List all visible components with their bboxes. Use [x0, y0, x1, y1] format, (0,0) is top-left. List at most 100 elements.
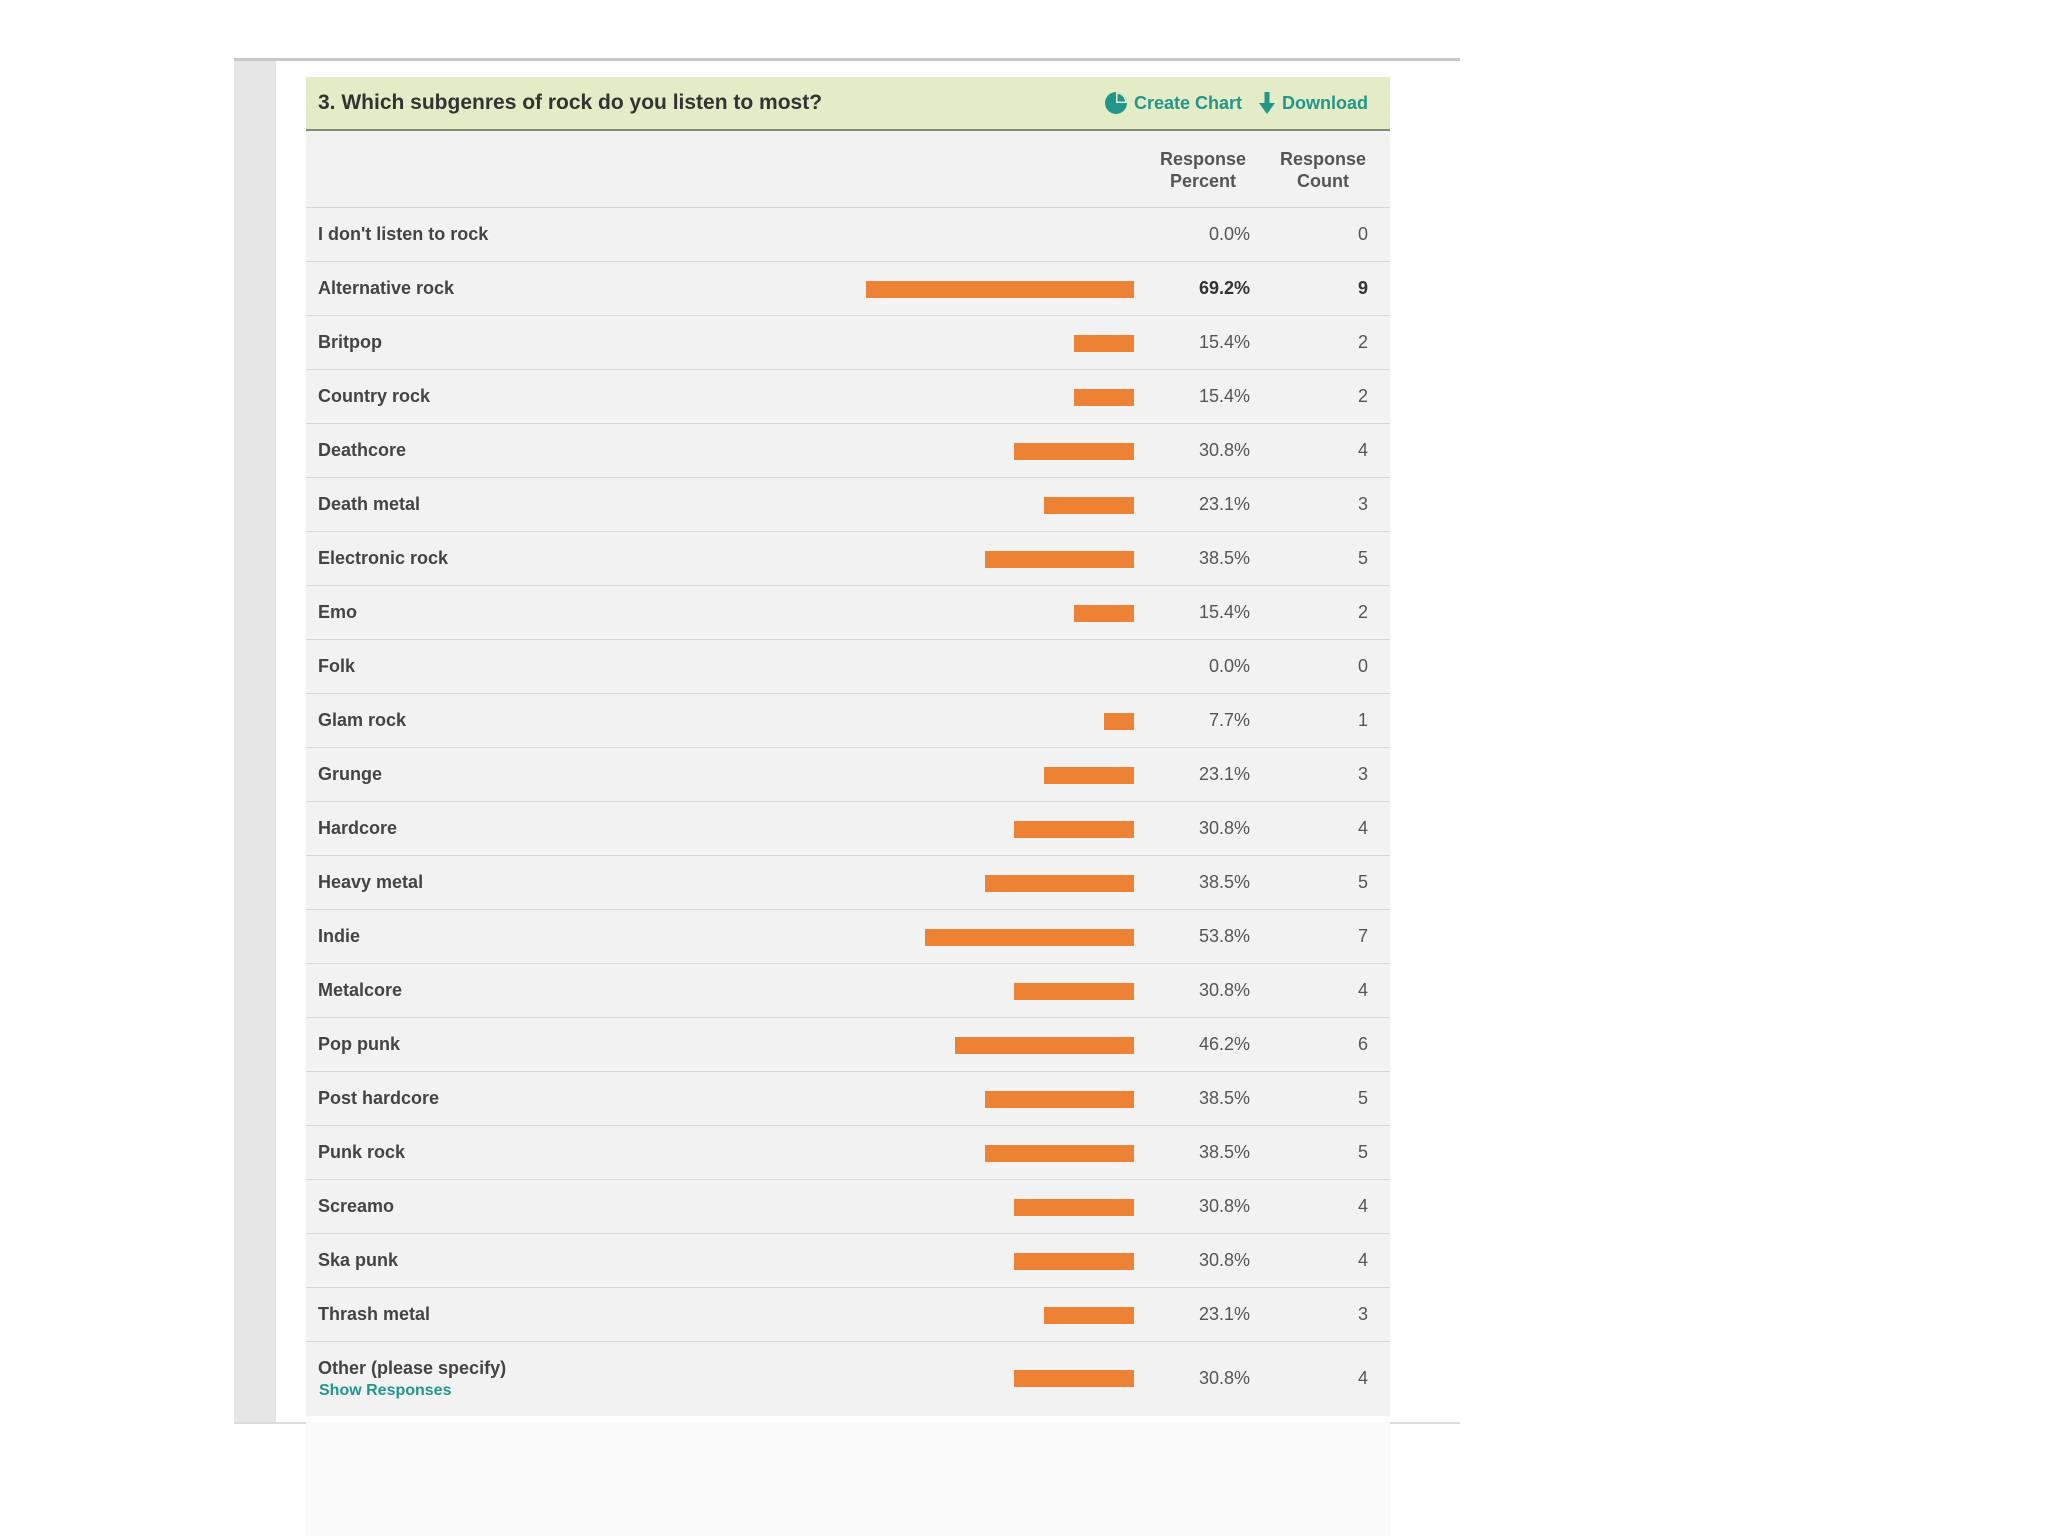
response-percent: 46.2%	[1198, 1034, 1250, 1054]
response-count: 3	[1357, 764, 1368, 784]
response-percent: 38.5%	[1198, 1088, 1250, 1108]
download-button[interactable]: Download	[1258, 91, 1368, 115]
table-row: Alternative rock 69.2% 9	[306, 262, 1390, 316]
response-percent: 69.2%	[1198, 278, 1250, 298]
response-count: 4	[1357, 1196, 1368, 1216]
table-row: Electronic rock 38.5% 5	[306, 532, 1390, 586]
table-row: Thrash metal 23.1% 3	[306, 1288, 1390, 1342]
response-bar	[1104, 713, 1134, 730]
table-row: Ska punk 30.8% 4	[306, 1234, 1390, 1288]
response-bar	[1074, 335, 1134, 352]
response-bar	[1074, 605, 1134, 622]
response-percent: 23.1%	[1198, 1304, 1250, 1324]
answer-label: Other (please specify)	[318, 1358, 507, 1378]
response-bar	[866, 281, 1134, 298]
response-count: 5	[1357, 872, 1368, 892]
table-row: Punk rock 38.5% 5	[306, 1126, 1390, 1180]
response-count: 6	[1357, 1034, 1368, 1054]
response-count: 4	[1357, 440, 1368, 460]
response-count: 4	[1357, 980, 1368, 1000]
response-percent: 30.8%	[1198, 1250, 1250, 1270]
answer-label: Thrash metal	[318, 1304, 431, 1324]
response-bar	[1044, 497, 1134, 514]
response-bar	[1014, 1370, 1134, 1387]
create-chart-label: Create Chart	[1133, 92, 1242, 113]
table-row: I don't listen to rock 0.0% 0	[306, 208, 1390, 262]
response-count: 4	[1357, 818, 1368, 838]
table-row: Glam rock 7.7% 1	[306, 694, 1390, 748]
answer-label: Folk	[318, 656, 356, 676]
table-row: Emo 15.4% 2	[306, 586, 1390, 640]
response-count: 4	[1357, 1250, 1368, 1270]
response-percent: 0.0%	[1208, 656, 1250, 676]
response-percent: 30.8%	[1198, 440, 1250, 460]
answer-rows: I don't listen to rock 0.0% 0 Alternative r…	[306, 208, 1390, 1416]
answer-label: Glam rock	[318, 710, 407, 730]
answer-label: Country rock	[318, 386, 431, 406]
answer-label: Ska punk	[318, 1250, 399, 1270]
table-row: Country rock 15.4% 2	[306, 370, 1390, 424]
header-actions: Create Chart Download	[1104, 91, 1368, 115]
table-row: Screamo 30.8% 4	[306, 1180, 1390, 1234]
response-bar	[955, 1037, 1134, 1054]
response-percent: 38.5%	[1198, 548, 1250, 568]
response-count: 2	[1357, 332, 1368, 352]
response-count: 0	[1357, 656, 1368, 676]
response-bar	[925, 929, 1134, 946]
response-percent: 15.4%	[1198, 602, 1250, 622]
response-count: 5	[1357, 548, 1368, 568]
answer-label: Death metal	[318, 494, 421, 514]
answer-label: Deathcore	[318, 440, 407, 460]
table-row: Britpop 15.4% 2	[306, 316, 1390, 370]
response-bar	[985, 551, 1134, 568]
answer-label: Heavy metal	[318, 872, 424, 892]
response-bar	[1044, 767, 1134, 784]
response-percent: 53.8%	[1198, 926, 1250, 946]
table-row: Folk 0.0% 0	[306, 640, 1390, 694]
create-chart-button[interactable]: Create Chart	[1104, 91, 1242, 115]
response-percent: 0.0%	[1208, 224, 1250, 244]
answer-label: I don't listen to rock	[318, 224, 489, 244]
show-responses-link[interactable]: Show Responses	[319, 1382, 452, 1399]
response-count: 4	[1357, 1368, 1368, 1388]
response-count: 7	[1357, 926, 1368, 946]
table-row: Hardcore 30.8% 4	[306, 802, 1390, 856]
answer-label: Indie	[318, 926, 361, 946]
table-row: Death metal 23.1% 3	[306, 478, 1390, 532]
pie-chart-icon	[1104, 91, 1128, 115]
response-percent: 30.8%	[1198, 1196, 1250, 1216]
response-bar	[1014, 983, 1134, 1000]
response-percent: 23.1%	[1198, 764, 1250, 784]
response-percent: 38.5%	[1198, 872, 1250, 892]
response-count: 2	[1357, 386, 1368, 406]
answer-label: Pop punk	[318, 1034, 400, 1054]
response-percent: 15.4%	[1198, 332, 1250, 352]
response-count: 3	[1357, 1304, 1368, 1324]
response-bar	[985, 1091, 1134, 1108]
question-panel: 3. Which subgenres of rock do you listen…	[306, 77, 1390, 1416]
response-count: 5	[1357, 1088, 1368, 1108]
response-percent: 30.8%	[1198, 1368, 1250, 1388]
question-title: 3. Which subgenres of rock do you listen…	[318, 91, 823, 114]
download-label: Download	[1282, 92, 1368, 113]
response-count: 3	[1357, 494, 1368, 514]
table-row: Indie 53.8% 7	[306, 910, 1390, 964]
response-bar	[1044, 1307, 1134, 1324]
table-row: Other (please specify) Show Responses 30.8…	[306, 1342, 1390, 1416]
response-count: 1	[1357, 710, 1368, 730]
answer-label: Grunge	[318, 764, 383, 784]
table-row: Metalcore 30.8% 4	[306, 964, 1390, 1018]
answer-label: Screamo	[318, 1196, 395, 1216]
response-percent: 7.7%	[1208, 710, 1250, 730]
column-headers: Response Percent Response Count	[306, 131, 1390, 208]
table-row: Grunge 23.1% 3	[306, 748, 1390, 802]
response-percent: 30.8%	[1198, 980, 1250, 1000]
response-count: 9	[1357, 278, 1368, 298]
response-percent-header: Response Percent	[1159, 149, 1247, 191]
table-row: Post hardcore 38.5% 5	[306, 1072, 1390, 1126]
response-count: 5	[1357, 1142, 1368, 1162]
answer-label: Emo	[318, 602, 358, 622]
left-gutter	[234, 61, 276, 1422]
answer-label: Post hardcore	[318, 1088, 440, 1108]
